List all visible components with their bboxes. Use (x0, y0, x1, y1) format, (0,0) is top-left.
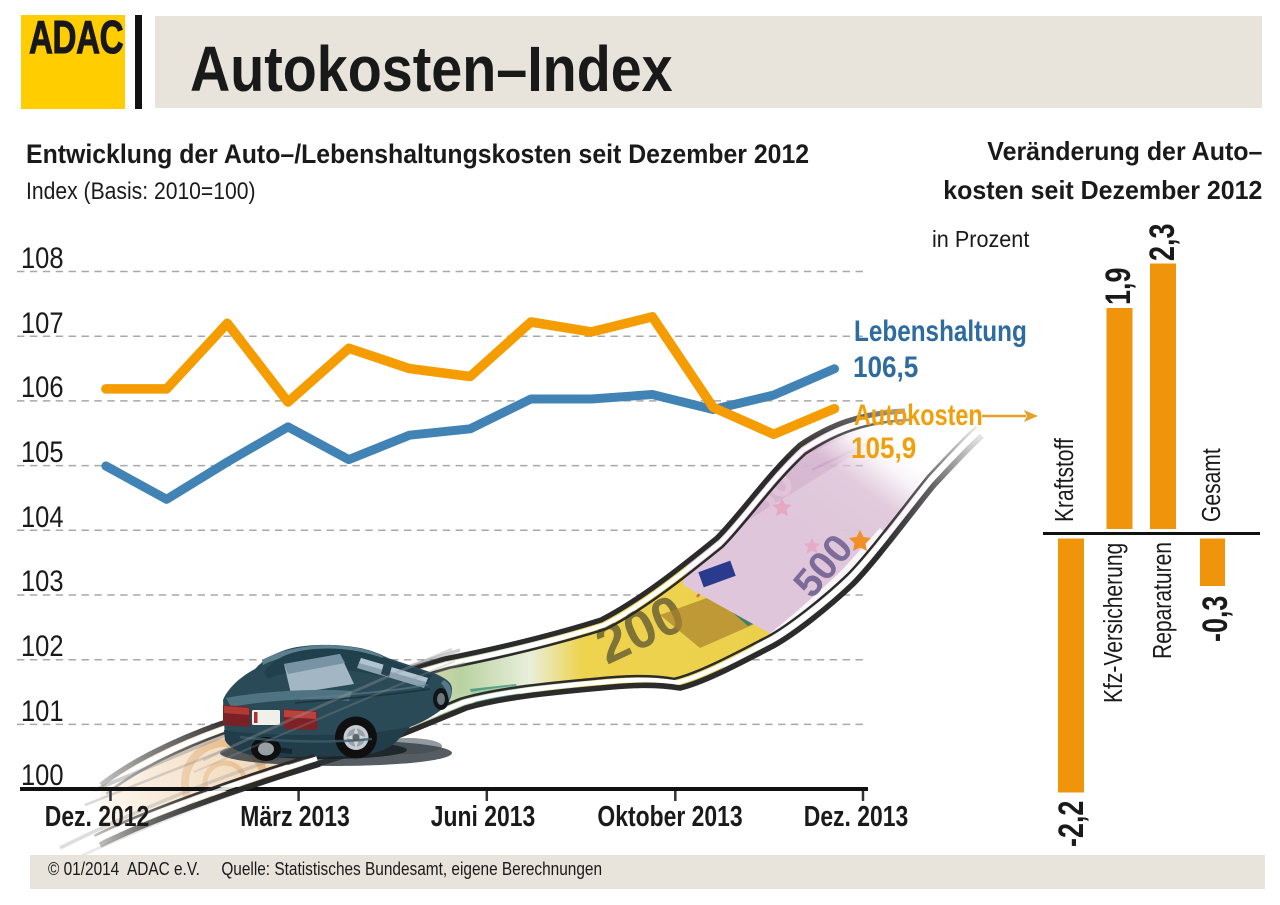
svg-text:Gesamt: Gesamt (1198, 448, 1227, 522)
svg-text:Kraftstoff: Kraftstoff (1051, 438, 1080, 522)
svg-text:Kfz-Versicherung: Kfz-Versicherung (1100, 543, 1129, 703)
svg-text:2,3: 2,3 (1143, 224, 1182, 261)
svg-text:-2,2: -2,2 (1052, 801, 1091, 847)
svg-text:-0,3: -0,3 (1196, 596, 1235, 642)
svg-text:Reparaturen: Reparaturen (1149, 542, 1178, 659)
svg-text:1,9: 1,9 (1099, 268, 1138, 305)
